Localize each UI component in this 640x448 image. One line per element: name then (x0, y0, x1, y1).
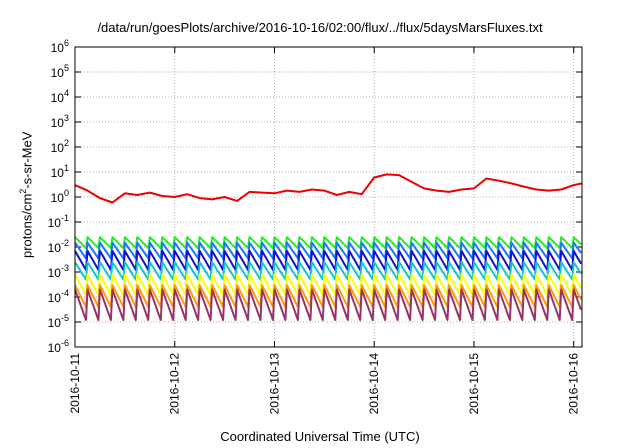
x-tick-label: 2016-10-13 (267, 353, 281, 415)
y-tick-label: 10-4 (48, 288, 69, 305)
series-line-5 (74, 273, 582, 296)
y-tick-label: 10-2 (48, 238, 69, 255)
plot-frame (74, 46, 583, 348)
y-tick-label: 102 (51, 138, 69, 155)
series-line-6 (74, 284, 582, 308)
y-tick-label: 10-6 (48, 338, 69, 355)
x-axis-label: Coordinated Universal Time (UTC) (220, 429, 420, 444)
y-tick-label: 104 (51, 88, 69, 105)
y-tick-label: 10-1 (48, 213, 69, 230)
x-tick-label: 2016-10-15 (467, 353, 481, 415)
x-tick-label: 2016-10-16 (567, 353, 581, 415)
x-tick-label: 2016-10-12 (168, 353, 182, 415)
series-line-3 (74, 249, 582, 271)
y-tick-label: 106 (51, 38, 69, 55)
y-tick-label: 103 (51, 113, 69, 130)
series-line-7 (74, 288, 582, 321)
y-tick-label: 105 (51, 63, 69, 80)
y-tick-label: 101 (51, 163, 69, 180)
x-tick-label: 2016-10-14 (367, 353, 381, 415)
y-tick-label: 10-3 (48, 263, 69, 280)
y-tick-label: 10-5 (48, 313, 69, 330)
chart-title: /data/run/goesPlots/archive/2016-10-16/0… (97, 20, 543, 35)
series-line-1 (74, 236, 582, 250)
series-line-0 (74, 173, 583, 204)
y-tick-label: 100 (51, 188, 69, 205)
x-tick-label: 2016-10-11 (68, 353, 82, 414)
series-line-4 (74, 261, 582, 281)
series-line-2 (74, 241, 582, 260)
